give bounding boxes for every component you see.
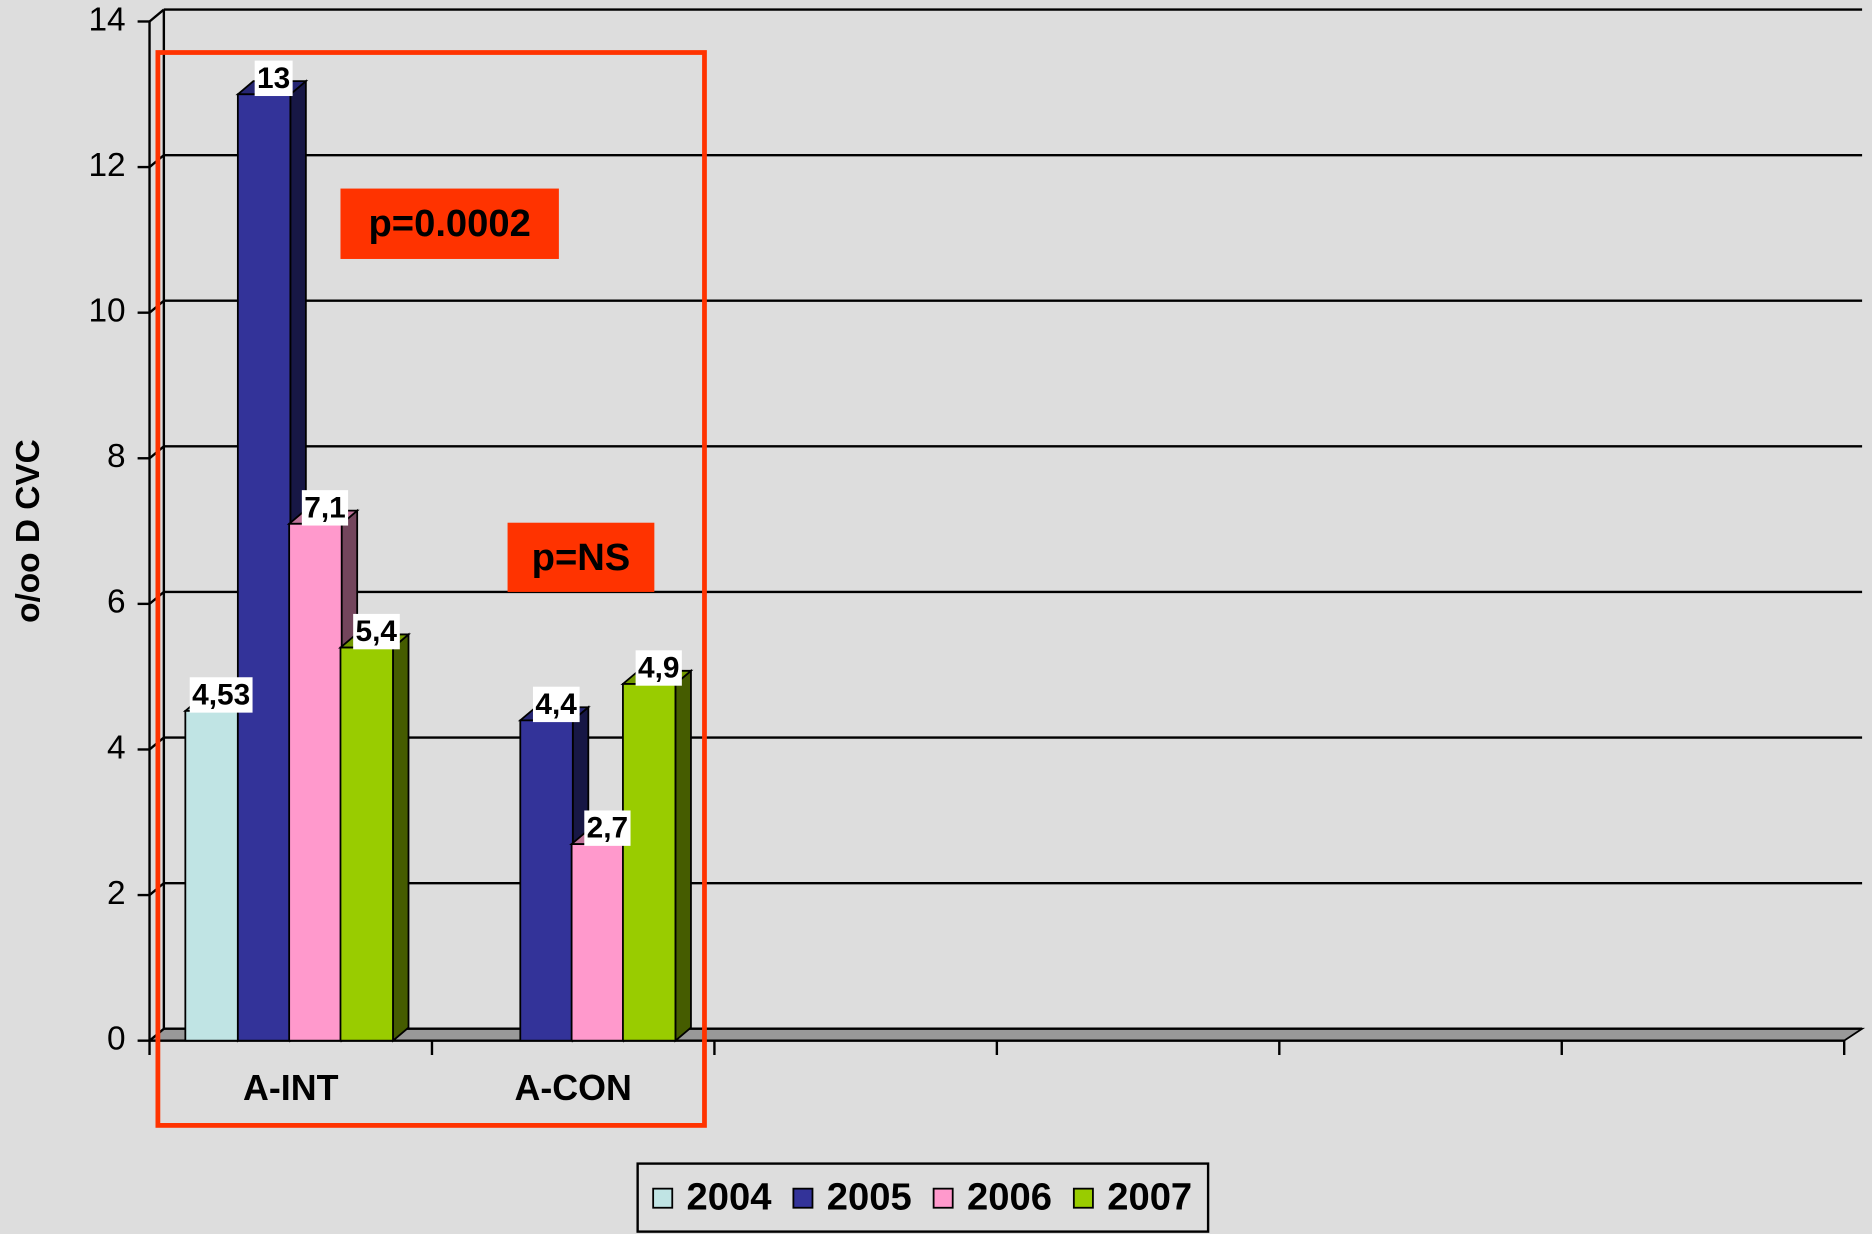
annotation-box [507, 522, 655, 592]
bar [622, 683, 677, 1042]
grid-line-side [148, 8, 165, 23]
bar-side [674, 668, 692, 1043]
value-label: 4,9 [635, 650, 682, 686]
legend-box [636, 1162, 1210, 1233]
value-label-text: 13 [257, 62, 290, 95]
bar [184, 709, 239, 1042]
value-label: 2,7 [584, 810, 631, 846]
bar [339, 646, 394, 1042]
value-label-box [635, 650, 682, 686]
value-label: 7,1 [301, 490, 349, 526]
bar [519, 719, 574, 1042]
bar-side [392, 632, 410, 1043]
y-tick-label: 2 [107, 875, 126, 912]
annotation: p=0.0002 [368, 202, 530, 245]
legend-swatch [652, 1187, 674, 1209]
annotation: p=NS [532, 536, 631, 579]
legend-label: 2007 [1107, 1175, 1192, 1218]
bar [288, 522, 343, 1042]
y-tick-label: 10 [88, 293, 125, 330]
value-label-box [584, 810, 631, 846]
legend-swatch [932, 1187, 954, 1209]
highlight-box [155, 50, 707, 1128]
value-label: 4,53 [189, 677, 253, 713]
value-label-box [301, 490, 349, 526]
legend-swatch [792, 1187, 814, 1209]
value-label-box [353, 613, 400, 650]
value-label-text: 4,4 [535, 688, 577, 721]
value-label-box [189, 677, 253, 713]
y-tick-label: 6 [107, 584, 126, 621]
y-tick-label: 0 [107, 1020, 126, 1057]
value-label-text: 4,9 [638, 652, 679, 685]
annotation-box [340, 188, 559, 259]
legend-label: 2005 [827, 1175, 912, 1218]
value-label: 13 [254, 60, 293, 97]
value-label-text: 2,7 [587, 812, 628, 845]
legend-label: 2006 [967, 1175, 1052, 1218]
value-label-box [532, 686, 580, 723]
value-label-text: 4,53 [192, 678, 250, 711]
y-tick-label: 12 [88, 147, 125, 184]
y-tick-label: 8 [107, 438, 126, 475]
legend-swatch [1072, 1187, 1094, 1209]
x-tick-label: A-CON [515, 1068, 632, 1108]
y-tick-label: 14 [88, 1, 125, 38]
y-tick-label: 4 [107, 729, 126, 766]
y-axis-title: o/oo D CVC [10, 439, 47, 623]
floor [147, 1027, 1866, 1042]
bar [236, 93, 292, 1042]
x-tick-label: A-INT [243, 1068, 339, 1108]
bar [570, 843, 626, 1042]
value-label-text: 7,1 [304, 491, 345, 524]
value-label: 4,4 [532, 686, 580, 723]
legend-label: 2004 [687, 1175, 773, 1218]
value-label: 5,4 [353, 613, 400, 650]
value-label-box [254, 60, 293, 97]
value-label-text: 5,4 [356, 615, 398, 648]
